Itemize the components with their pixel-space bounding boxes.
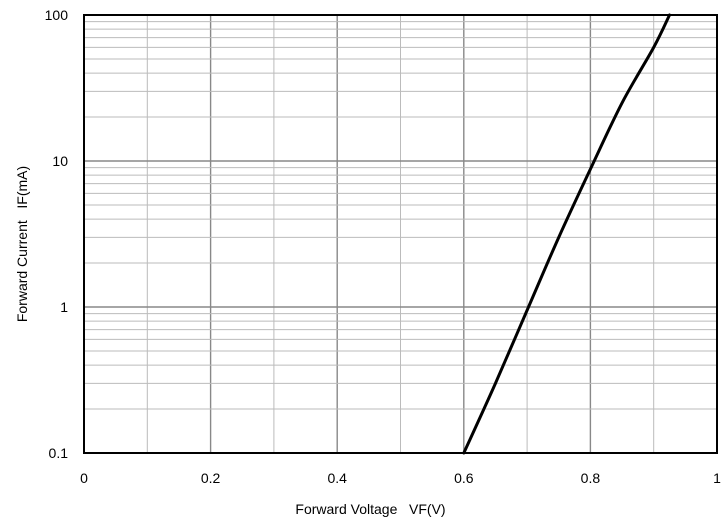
plot-frame	[83, 14, 718, 454]
grid	[84, 15, 717, 453]
series-line	[462, 13, 672, 455]
y-tick-label: 10	[52, 153, 68, 169]
x-tick-label: 0.4	[327, 470, 347, 486]
y-tick-label: 1	[60, 299, 68, 315]
x-tick-label: 0.8	[581, 470, 601, 486]
y-tick-labels: 0.1 1 10 100	[45, 7, 69, 461]
y-tick-label: 0.1	[49, 445, 69, 461]
x-tick-label: 0.2	[201, 470, 221, 486]
curves	[462, 13, 672, 455]
x-tick-labels: 0 0.2 0.4 0.6 0.8 1	[80, 470, 721, 486]
x-axis-label: Forward Voltage VF(V)	[295, 501, 445, 517]
x-tick-label: 1	[713, 470, 721, 486]
y-tick-label: 100	[45, 7, 69, 23]
y-axis-label: Forward Current IF(mA)	[14, 166, 30, 322]
x-tick-label: 0.6	[454, 470, 474, 486]
x-tick-label: 0	[80, 470, 88, 486]
